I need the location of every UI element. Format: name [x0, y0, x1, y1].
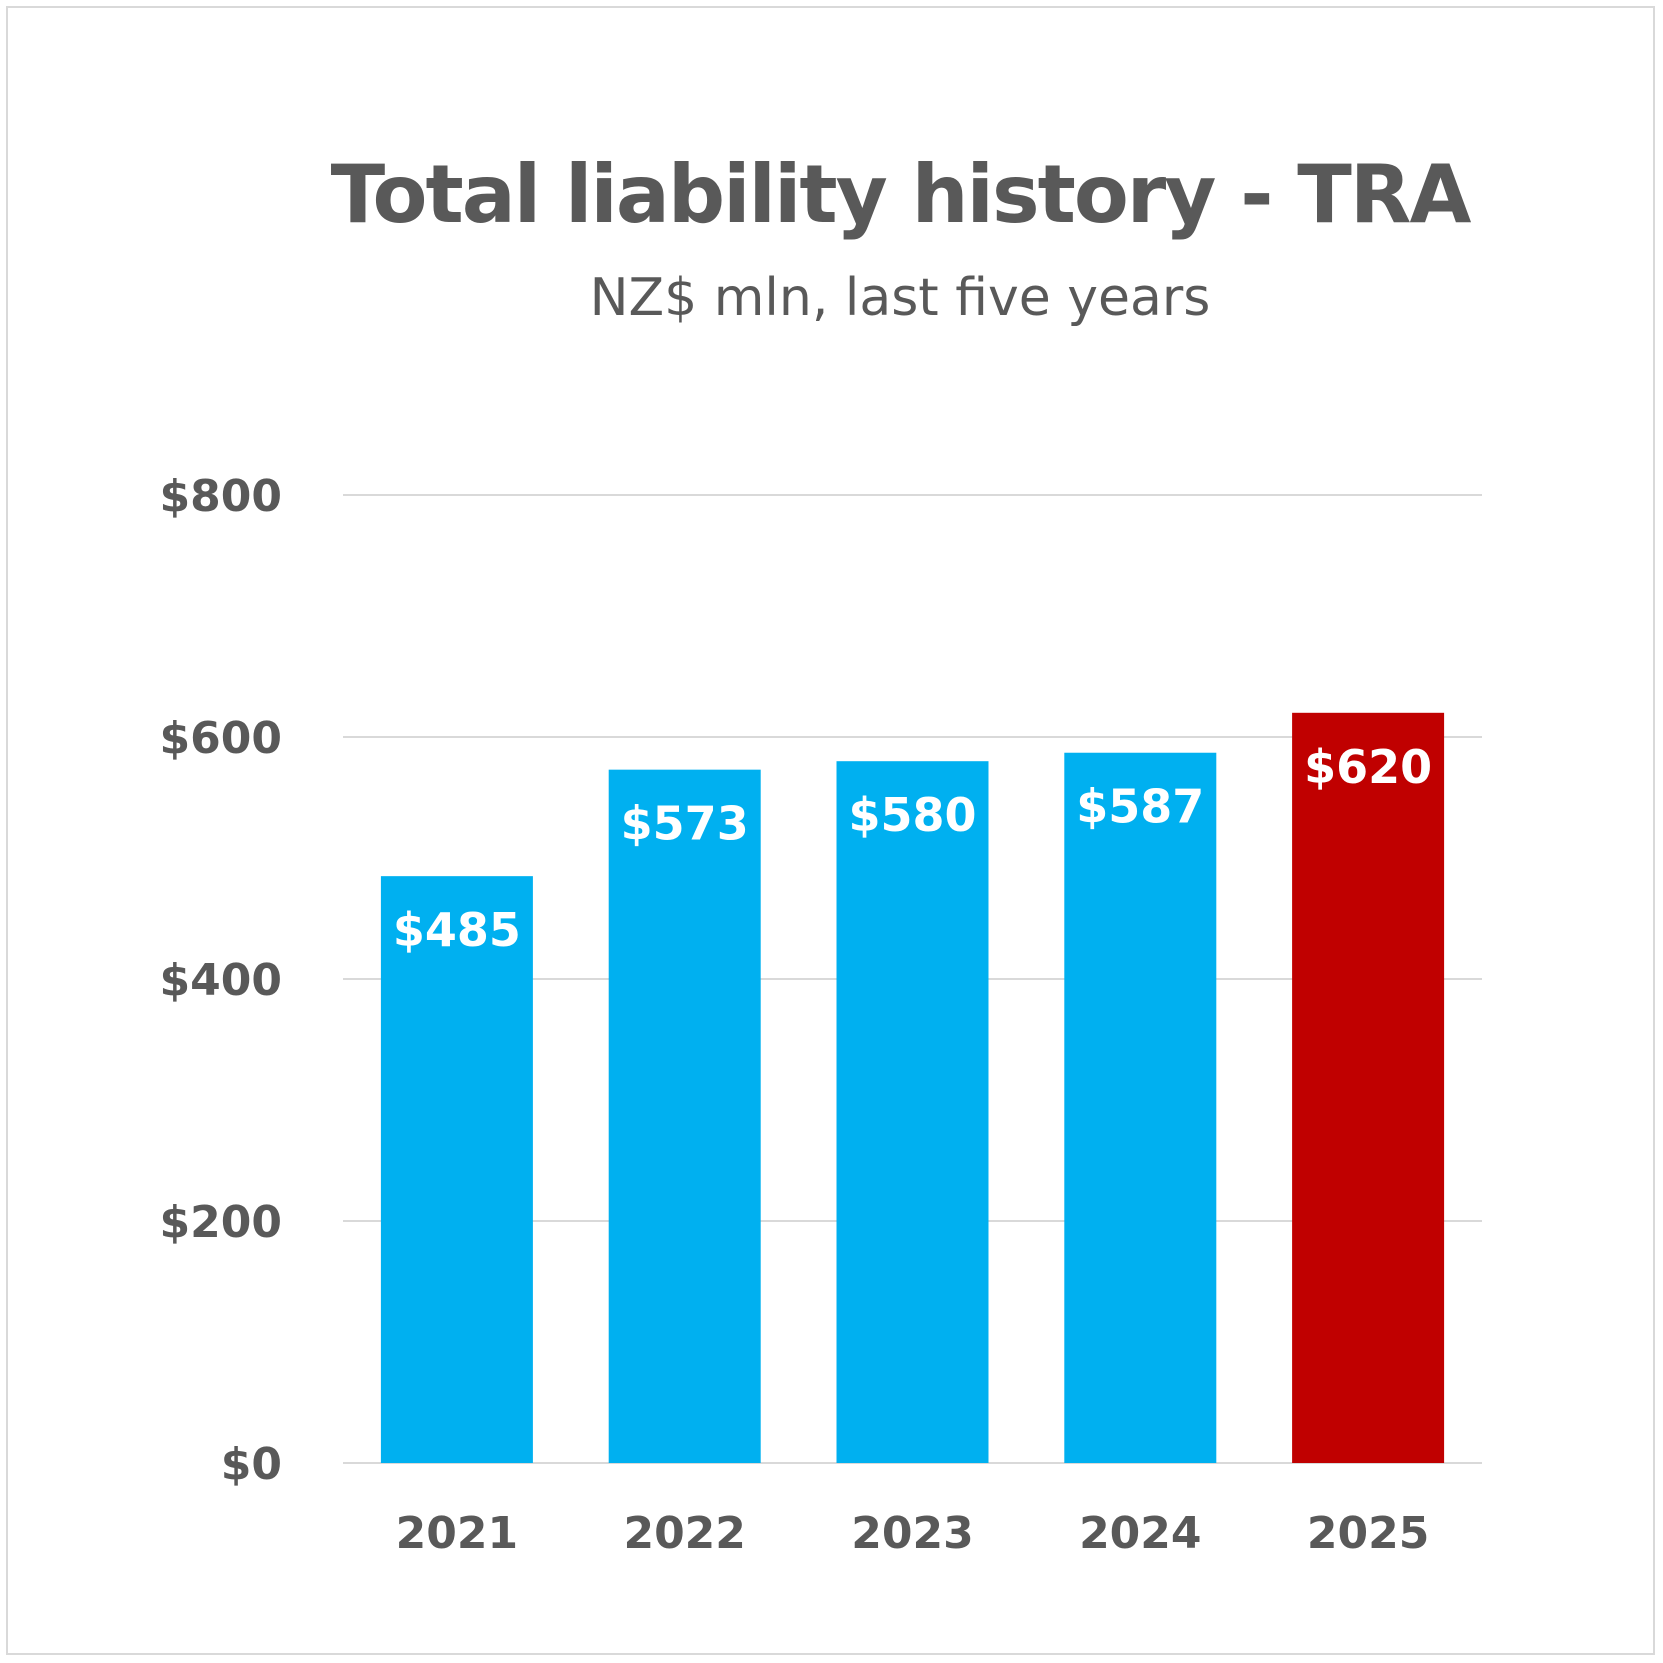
bar-2024 — [1064, 752, 1217, 1463]
x-tick-label: 2023 — [851, 1508, 973, 1559]
data-label-2024: $587 — [1076, 780, 1204, 834]
x-tick-label: 2025 — [1307, 1508, 1429, 1559]
x-axis: 2021 2022 2023 2024 2025 — [396, 1508, 1430, 1559]
bar-2023 — [836, 761, 989, 1463]
y-tick-label: $600 — [160, 713, 282, 764]
bar-2022 — [608, 769, 761, 1463]
x-tick-label: 2024 — [1079, 1508, 1201, 1559]
chart-title: Total liability history - TRA — [330, 148, 1472, 241]
data-label-2022: $573 — [621, 797, 749, 851]
y-tick-label: $200 — [160, 1197, 282, 1248]
bar-2021 — [380, 876, 533, 1463]
x-tick-label: 2021 — [396, 1508, 518, 1559]
y-axis: $0 $200 $400 $600 $800 — [160, 471, 282, 1490]
data-label-2025: $620 — [1304, 740, 1432, 794]
bars — [380, 712, 1445, 1463]
x-tick-label: 2022 — [623, 1508, 745, 1559]
data-label-2021: $485 — [393, 903, 521, 957]
bar-2025 — [1292, 712, 1445, 1463]
chart-subtitle: NZ$ mln, last five years — [589, 268, 1211, 328]
data-label-2023: $580 — [848, 788, 976, 842]
y-tick-label: $400 — [160, 955, 282, 1006]
y-tick-label: $0 — [221, 1439, 282, 1490]
y-tick-label: $800 — [160, 471, 282, 522]
data-labels: $485 $573 $580 $587 $620 — [393, 740, 1432, 957]
